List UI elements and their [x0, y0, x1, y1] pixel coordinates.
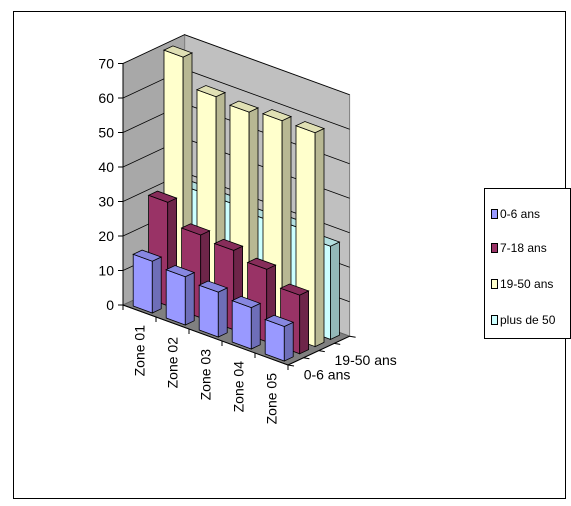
depth-label: 0-6 ans [304, 366, 351, 382]
value-tick-label: 10 [98, 263, 114, 279]
value-tick-label: 60 [98, 90, 114, 106]
depth-tick [303, 358, 309, 359]
legend-label-0-6: 0-6 ans [500, 207, 540, 221]
value-tick-label: 70 [98, 56, 114, 72]
bar [199, 281, 227, 337]
depth-tick [319, 351, 325, 352]
value-tick-label: 0 [106, 297, 114, 313]
legend-swatch-0-6 [491, 209, 498, 219]
bar-face [166, 270, 185, 325]
legend-item-19-50: 19-50 ans [491, 277, 553, 291]
legend-item-plus-50: plus de 50 [491, 313, 555, 327]
legend-label-7-18: 7-18 ans [500, 241, 547, 255]
category-label: Zone 04 [231, 361, 247, 413]
legend: 0-6 ans 7-18 ans 19-50 ans plus de 50 [484, 188, 571, 339]
bar-face [331, 242, 340, 339]
category-label: Zone 03 [198, 349, 214, 401]
legend-swatch-19-50 [491, 279, 498, 289]
bar-face [133, 254, 152, 313]
category-label: Zone 01 [132, 325, 148, 377]
legend-item-0-6: 0-6 ans [491, 207, 540, 221]
category-label: Zone 05 [264, 373, 280, 425]
bar [265, 315, 293, 361]
value-tick-label: 50 [98, 125, 114, 141]
depth-tick [350, 336, 356, 337]
legend-item-7-18: 7-18 ans [491, 241, 547, 255]
value-tick-label: 20 [98, 228, 114, 244]
legend-swatch-7-18 [491, 243, 498, 253]
value-tick-label: 40 [98, 159, 114, 175]
category-label: Zone 02 [165, 337, 181, 389]
bar-face [284, 322, 293, 361]
bar [166, 266, 194, 326]
bar-face [315, 129, 324, 347]
bar-face [251, 303, 260, 349]
bar-face [232, 301, 251, 349]
depth-tick [288, 365, 294, 366]
depth-tick [334, 343, 340, 344]
legend-swatch-plus-50 [491, 315, 498, 325]
bar-face [199, 285, 218, 337]
bar-face [185, 273, 194, 326]
bar-face [300, 291, 309, 354]
value-tick-label: 30 [98, 194, 114, 210]
bar [133, 250, 161, 313]
legend-label-19-50: 19-50 ans [500, 277, 553, 291]
bar [232, 296, 260, 349]
bar-face [218, 288, 227, 337]
legend-label-plus-50: plus de 50 [500, 313, 555, 327]
depth-label: 19-50 ans [335, 352, 397, 368]
bar-face [152, 257, 161, 313]
